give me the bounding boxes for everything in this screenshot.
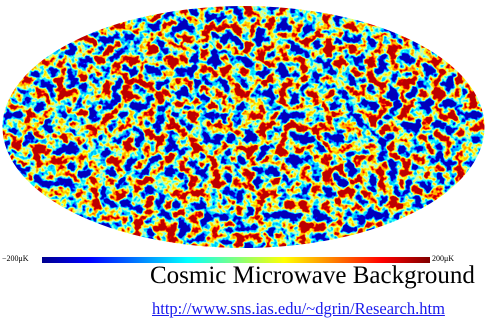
- sky-map: [0, 0, 487, 250]
- page: −200μK 200μK Cosmic Microwave Background…: [0, 0, 487, 324]
- caption-title: Cosmic Microwave Background: [150, 261, 475, 291]
- colorbar-min-label: −200μK: [2, 254, 29, 264]
- caption-link[interactable]: http://www.sns.ias.edu/~dgrin/Research.h…: [152, 299, 445, 319]
- cmb-map: [0, 0, 487, 270]
